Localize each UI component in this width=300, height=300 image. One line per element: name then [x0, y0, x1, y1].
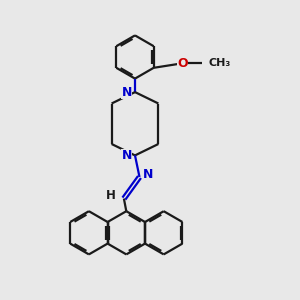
Text: CH₃: CH₃ — [208, 58, 231, 68]
Text: O: O — [177, 57, 188, 70]
Text: N: N — [143, 168, 153, 181]
Text: N: N — [122, 149, 132, 162]
Text: N: N — [122, 85, 132, 99]
Text: H: H — [106, 189, 116, 202]
